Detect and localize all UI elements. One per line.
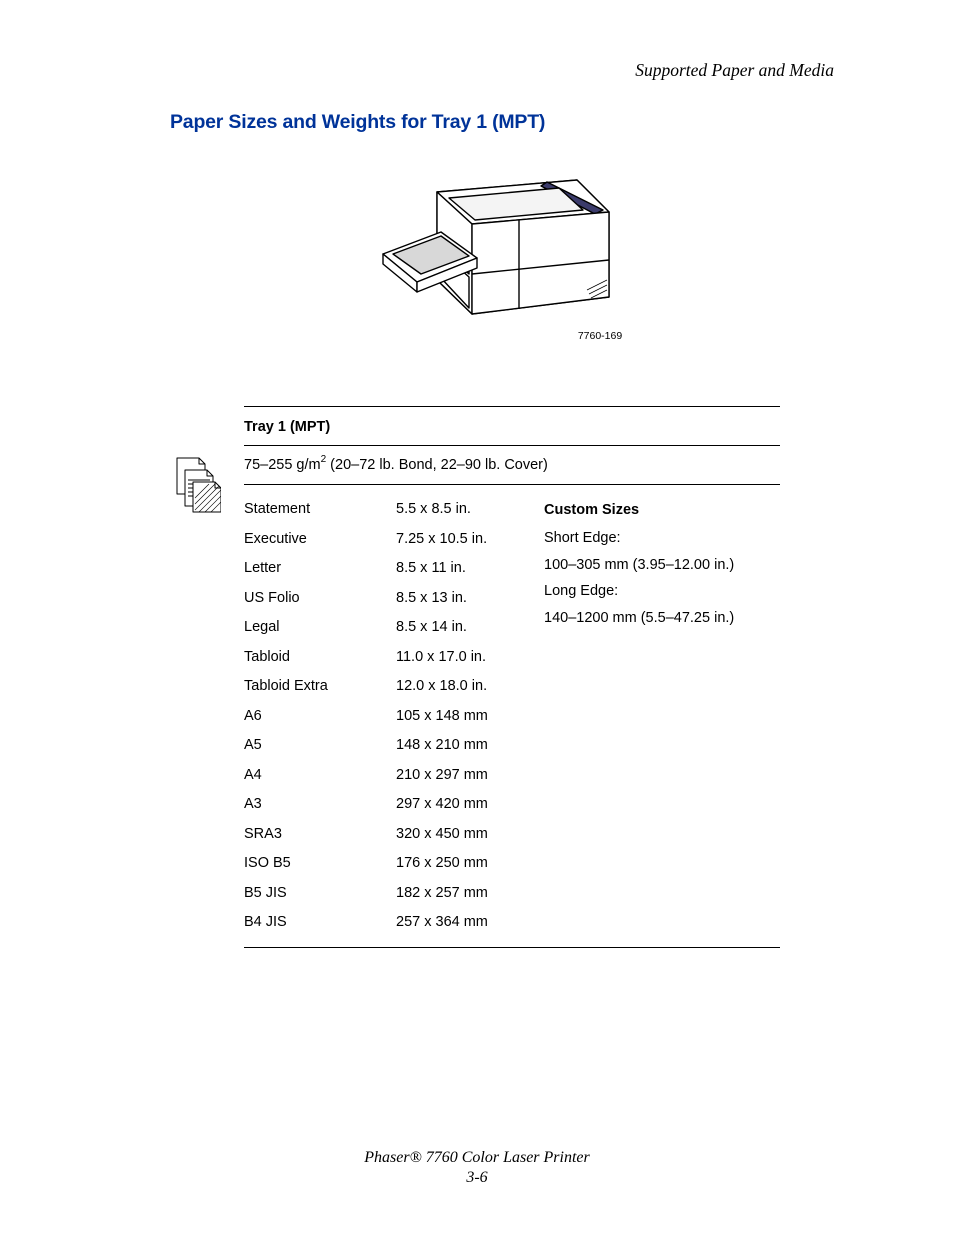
footer-page-number: 3-6 xyxy=(0,1169,954,1187)
page-footer: Phaser® 7760 Color Laser Printer 3-6 xyxy=(0,1149,954,1187)
running-header: Supported Paper and Media xyxy=(170,60,834,81)
paper-dimension: 8.5 x 14 in. xyxy=(396,613,544,643)
custom-size-line: 100–305 mm (3.95–12.00 in.) xyxy=(544,552,780,579)
paper-name: Legal xyxy=(244,613,396,643)
paper-dimension: 182 x 257 mm xyxy=(396,878,544,908)
footer-product: Phaser® 7760 Color Laser Printer xyxy=(364,1149,590,1166)
table-header: Tray 1 (MPT) xyxy=(244,407,780,445)
paper-name: B5 JIS xyxy=(244,878,396,908)
paper-dimension: 320 x 450 mm xyxy=(396,819,544,849)
weight-spec-row: 75–255 g/m2 (20–72 lb. Bond, 22–90 lb. C… xyxy=(244,446,780,485)
custom-sizes-column: Custom Sizes Short Edge:100–305 mm (3.95… xyxy=(544,495,780,938)
paper-name: A3 xyxy=(244,790,396,820)
paper-dimension: 11.0 x 17.0 in. xyxy=(396,642,544,672)
paper-dimension: 210 x 297 mm xyxy=(396,760,544,790)
paper-name: Statement xyxy=(244,495,396,525)
paper-name: ISO B5 xyxy=(244,849,396,879)
paper-spec-table: Tray 1 (MPT) 75–255 g/m2 (20–72 lb. Bond… xyxy=(244,406,780,948)
printer-icon xyxy=(377,162,627,332)
paper-name: A4 xyxy=(244,760,396,790)
weight-sup: 2 xyxy=(321,454,327,465)
figure-caption: 7760-169 xyxy=(578,330,622,342)
paper-dimension: 7.25 x 10.5 in. xyxy=(396,524,544,554)
paper-dimension-column: 5.5 x 8.5 in.7.25 x 10.5 in.8.5 x 11 in.… xyxy=(396,495,544,938)
paper-name: Tabloid xyxy=(244,642,396,672)
paper-name: A6 xyxy=(244,701,396,731)
paper-stack-icon xyxy=(175,456,221,514)
paper-name: Tabloid Extra xyxy=(244,672,396,702)
paper-dimension: 8.5 x 13 in. xyxy=(396,583,544,613)
custom-size-line: Long Edge: xyxy=(544,579,780,606)
paper-name: Letter xyxy=(244,554,396,584)
paper-dimension: 257 x 364 mm xyxy=(396,908,544,938)
printer-figure: 7760-169 xyxy=(170,162,834,350)
custom-size-line: Short Edge: xyxy=(544,526,780,553)
paper-dimension: 297 x 420 mm xyxy=(396,790,544,820)
paper-name: Executive xyxy=(244,524,396,554)
paper-dimension: 5.5 x 8.5 in. xyxy=(396,495,544,525)
paper-name: SRA3 xyxy=(244,819,396,849)
weight-post: (20–72 lb. Bond, 22–90 lb. Cover) xyxy=(326,457,548,473)
custom-sizes-heading: Custom Sizes xyxy=(544,495,780,526)
custom-size-line: 140–1200 mm (5.5–47.25 in.) xyxy=(544,606,780,633)
paper-dimension: 105 x 148 mm xyxy=(396,701,544,731)
section-title: Paper Sizes and Weights for Tray 1 (MPT) xyxy=(170,111,834,134)
paper-dimension: 12.0 x 18.0 in. xyxy=(396,672,544,702)
document-page: Supported Paper and Media Paper Sizes an… xyxy=(0,0,954,1235)
table-body: StatementExecutiveLetterUS FolioLegalTab… xyxy=(244,485,780,949)
paper-dimension: 148 x 210 mm xyxy=(396,731,544,761)
paper-dimension: 8.5 x 11 in. xyxy=(396,554,544,584)
paper-name: B4 JIS xyxy=(244,908,396,938)
paper-name: US Folio xyxy=(244,583,396,613)
paper-dimension: 176 x 250 mm xyxy=(396,849,544,879)
paper-name: A5 xyxy=(244,731,396,761)
weight-pre: 75–255 g/m xyxy=(244,457,321,473)
paper-name-column: StatementExecutiveLetterUS FolioLegalTab… xyxy=(244,495,396,938)
